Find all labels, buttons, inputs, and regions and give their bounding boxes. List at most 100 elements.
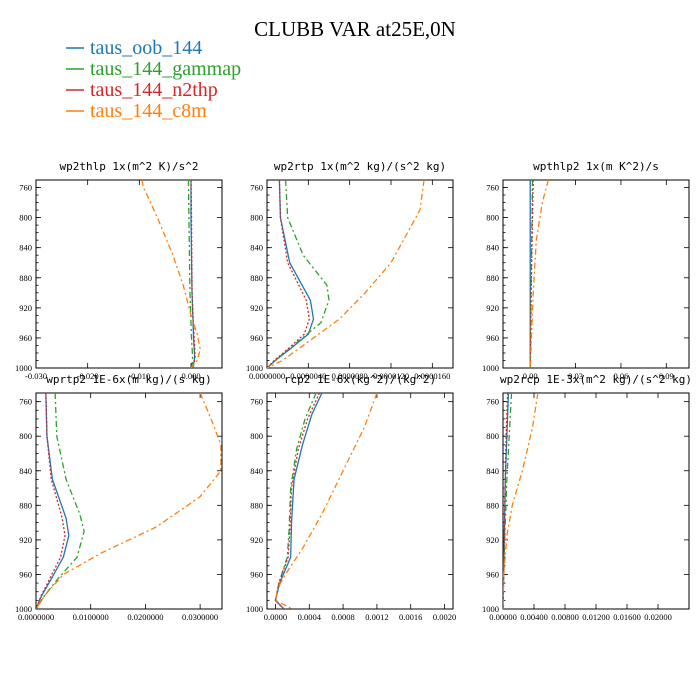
- y-tick-label: 960: [19, 569, 32, 579]
- y-tick-label: 1000: [246, 363, 263, 373]
- x-tick-label: -0.010: [128, 371, 150, 381]
- x-tick-label: 0.00000: [489, 612, 517, 622]
- x-tick-label: 0.0000120: [373, 371, 409, 381]
- panel-frame: [266, 179, 454, 369]
- panel-frame: [266, 392, 454, 610]
- series-taus_144_c8m: [36, 393, 222, 609]
- x-tick-label: 0.0012: [365, 612, 388, 622]
- series-taus_144_c8m: [274, 393, 378, 609]
- y-tick-label: 1000: [482, 604, 499, 614]
- series-taus_oob_144: [274, 393, 323, 609]
- y-tick-label: 920: [250, 535, 263, 545]
- x-tick-label: 0.01200: [582, 612, 610, 622]
- y-tick-label: 840: [19, 243, 32, 253]
- panel-5: rcp2 1E-6x(kg^2)/(kg^2) 760 800 840 880 920 96…: [246, 373, 456, 622]
- panel-title: wprtp2 1E-6x(m kg)/(s kg): [46, 373, 212, 386]
- x-tick-label: -0.030: [25, 371, 47, 381]
- series-taus_144_gammap: [274, 393, 317, 609]
- x-tick-label: 0.0004: [298, 612, 322, 622]
- y-tick-label: 840: [19, 466, 32, 476]
- x-tick-label: 0.00400: [520, 612, 548, 622]
- panel-3: wpthlp2 1x(m K^2)/s 760 800 840 880 920 960 100…: [482, 160, 690, 381]
- x-tick-label: 0.02000: [644, 612, 672, 622]
- x-tick-label: 0.09: [659, 371, 674, 381]
- legend-entry-taus_144_c8m: taus_144_c8m: [90, 100, 207, 122]
- y-tick-label: 960: [250, 569, 263, 579]
- x-tick-label: 0.0300000: [182, 612, 218, 622]
- legend: taus_oob_144taus_144_gammaptaus_144_n2th…: [66, 37, 241, 122]
- y-tick-label: 880: [486, 500, 499, 510]
- y-tick-label: 1000: [482, 363, 499, 373]
- y-tick-label: 760: [250, 183, 263, 193]
- x-tick-label: 0.01600: [613, 612, 641, 622]
- x-tick-label: 0.0000080: [332, 371, 368, 381]
- panel-title: rcp2 1E-6x(kg^2)/(kg^2): [284, 373, 436, 386]
- y-tick-label: 920: [486, 535, 499, 545]
- panel-frame: [502, 392, 690, 610]
- y-tick-label: 920: [250, 303, 263, 313]
- y-tick-label: 920: [19, 303, 32, 313]
- x-tick-label: 0.0100000: [73, 612, 109, 622]
- x-tick-label: 0.0200000: [127, 612, 163, 622]
- x-tick-label: 0.0000160: [414, 371, 450, 381]
- panel-2: wp2rtp 1x(m^2 kg)/(s^2 kg) 760 800 840 880 92…: [246, 160, 454, 381]
- y-tick-label: 760: [486, 397, 499, 407]
- y-tick-label: 880: [19, 500, 32, 510]
- x-tick-label: 0.00800: [551, 612, 579, 622]
- y-tick-label: 760: [250, 397, 263, 407]
- x-tick-label: 0.0016: [399, 612, 422, 622]
- panel-4: wprtp2 1E-6x(m kg)/(s kg) 760 800 840 880 920…: [15, 373, 223, 622]
- y-tick-label: 880: [486, 273, 499, 283]
- series-taus_144_c8m: [267, 180, 425, 368]
- x-tick-label: 0.0000000: [249, 371, 285, 381]
- panel-title: wp2thlp 1x(m^2 K)/s^2: [59, 160, 198, 173]
- x-tick-label: 0.03: [568, 371, 583, 381]
- y-tick-label: 760: [19, 397, 32, 407]
- panels: wp2thlp 1x(m^2 K)/s^2 760 800 840 880 920 960 1…: [15, 160, 692, 622]
- y-tick-label: 840: [250, 243, 263, 253]
- y-tick-label: 800: [250, 431, 263, 441]
- series-taus_oob_144: [267, 180, 315, 368]
- panel-title: wp2rtp 1x(m^2 kg)/(s^2 kg): [274, 160, 446, 173]
- x-tick-label: 0.0000: [264, 612, 287, 622]
- y-tick-label: 960: [250, 333, 263, 343]
- series-taus_144_c8m: [529, 180, 549, 368]
- x-tick-label: 0.0020: [433, 612, 456, 622]
- x-tick-label: 0.000: [181, 371, 200, 381]
- legend-entry-taus_oob_144: taus_oob_144: [90, 37, 202, 59]
- panel-frame: [35, 392, 223, 610]
- series-taus_144_c8m: [141, 180, 201, 368]
- series-taus_oob_144: [190, 180, 196, 368]
- x-tick-label: -0.020: [77, 371, 99, 381]
- x-tick-label: 0.06: [614, 371, 629, 381]
- figure-title: CLUBB VAR at25E,0N: [254, 17, 456, 41]
- y-tick-label: 1000: [15, 363, 32, 373]
- y-tick-label: 800: [486, 431, 499, 441]
- y-tick-label: 840: [486, 243, 499, 253]
- panel-title: wpthlp2 1x(m K^2)/s: [533, 160, 659, 173]
- y-tick-label: 760: [19, 183, 32, 193]
- y-tick-label: 960: [486, 569, 499, 579]
- x-tick-label: 0.00: [523, 371, 538, 381]
- series-taus_144_n2thp: [267, 180, 311, 368]
- panel-title: wp2rcp 1E-3x(m^2 kg)/(s^2 kg): [500, 373, 692, 386]
- y-tick-label: 920: [19, 535, 32, 545]
- y-tick-label: 800: [486, 213, 499, 223]
- y-tick-label: 760: [486, 183, 499, 193]
- x-tick-label: 0.0000040: [290, 371, 326, 381]
- y-tick-label: 960: [19, 333, 32, 343]
- series-taus_144_gammap: [503, 393, 513, 609]
- legend-entry-taus_144_gammap: taus_144_gammap: [90, 58, 241, 80]
- y-tick-label: 800: [19, 213, 32, 223]
- y-tick-label: 880: [19, 273, 32, 283]
- y-tick-label: 800: [250, 213, 263, 223]
- y-tick-label: 800: [19, 431, 32, 441]
- y-tick-label: 880: [250, 273, 263, 283]
- panel-frame: [502, 179, 690, 369]
- x-tick-label: 0.0000000: [18, 612, 54, 622]
- series-taus_144_n2thp: [36, 393, 66, 609]
- panel-6: wp2rcp 1E-3x(m^2 kg)/(s^2 kg) 760 800 840 88…: [482, 373, 692, 622]
- x-tick-label: 0.0008: [331, 612, 354, 622]
- panel-frame: [35, 179, 223, 369]
- y-tick-label: 1000: [246, 604, 263, 614]
